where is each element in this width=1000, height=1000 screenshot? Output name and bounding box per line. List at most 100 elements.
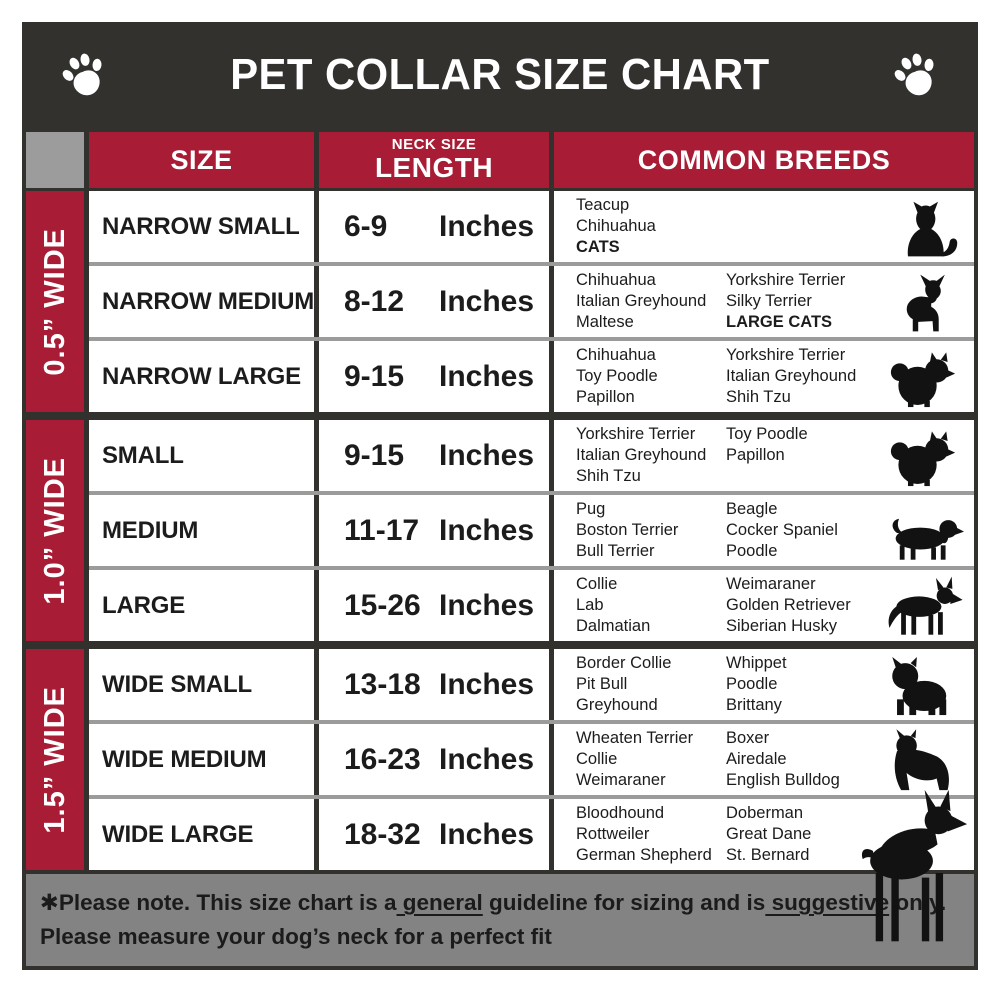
table-row: NARROW MEDIUM 8-12 Inches Chihuahua Itali… — [89, 262, 974, 337]
paw-print-icon — [888, 47, 944, 103]
size-cell: NARROW MEDIUM — [89, 266, 319, 337]
size-label: NARROW SMALL — [102, 212, 300, 240]
size-cell: WIDE LARGE — [89, 799, 319, 870]
table-header-row: SIZE NECK SIZE LENGTH COMMON BREEDS — [26, 132, 974, 188]
table-row: WIDE SMALL 13-18 Inches Border Collie Pit… — [89, 649, 974, 720]
column-header-breeds: COMMON BREEDS — [554, 132, 974, 188]
breeds-column-1: Collie Lab Dalmatian — [576, 575, 651, 635]
breeds-cell: Collie Lab Dalmatian Weimaraner Golden R… — [554, 570, 974, 641]
unit-label: Inches — [439, 209, 535, 243]
length-label: LENGTH — [374, 152, 494, 184]
breeds-column-2: Boxer Airedale English Bulldog — [726, 729, 840, 789]
neck-range: 6-9 — [344, 209, 388, 243]
bulldog-icon — [872, 654, 974, 716]
size-chart-sheet: PET COLLAR SIZE CHART SIZE NECK SIZE LEN… — [22, 22, 978, 970]
length-cell: 11-17 Inches — [319, 495, 554, 566]
size-label: WIDE SMALL — [102, 670, 252, 698]
length-cell: 15-26 Inches — [319, 570, 554, 641]
note-line-2: Please measure your dog’s neck for a per… — [40, 924, 552, 949]
neck-range: 16-23 — [344, 742, 421, 776]
width-rail-1-5: 1.5” WIDE — [26, 649, 84, 870]
size-table: SIZE NECK SIZE LENGTH COMMON BREEDS 0.5”… — [22, 128, 978, 970]
doberman-icon — [848, 788, 968, 958]
neck-range: 11-17 — [344, 513, 420, 547]
unit-label: Inches — [439, 667, 535, 701]
breeds-column-2: Weimaraner Golden Retriever Siberian Hus… — [726, 575, 851, 635]
neck-range: 13-18 — [344, 667, 421, 701]
breeds-cell: Teacup Chihuahua CATS — [554, 191, 974, 262]
breeds-column-1: Chihuahua Italian Greyhound Maltese — [576, 271, 707, 331]
unit-label: Inches — [439, 742, 535, 776]
breeds-cell: Yorkshire Terrier Italian Greyhound Shih… — [554, 420, 974, 491]
breeds-cell: Bloodhound Rottweiler German Shepherd Do… — [554, 799, 974, 870]
size-label: MEDIUM — [102, 516, 199, 544]
unit-label: Inches — [439, 284, 535, 318]
column-header-size: SIZE — [89, 132, 314, 188]
pitbull-icon — [872, 729, 974, 791]
neck-range: 15-26 — [344, 588, 421, 622]
breeds-cell: Chihuahua Italian Greyhound Maltese York… — [554, 266, 974, 337]
breeds-column-1: Wheaten Terrier Collie Weimaraner — [576, 729, 694, 789]
width-rail-label: 1.5” WIDE — [38, 685, 71, 834]
breeds-column-1: Bloodhound Rottweiler German Shepherd — [576, 804, 712, 864]
note-line-1: ✱Please note. This size chart is a gener… — [40, 890, 947, 915]
neck-range: 9-15 — [344, 438, 405, 472]
length-cell: 9-15 Inches — [319, 420, 554, 491]
breeds-cell: Pug Boston Terrier Bull Terrier Beagle C… — [554, 495, 974, 566]
header-corner-cell — [26, 132, 84, 188]
width-group-0-5: 0.5” WIDE NARROW SMALL 6-9 Inches Teacup … — [26, 191, 974, 412]
breeds-column-2: Whippet Poodle Brittany — [726, 654, 787, 714]
chihuahua-icon — [872, 271, 974, 333]
breeds-column-2: Yorkshire Terrier Italian Greyhound Shih… — [726, 346, 857, 406]
size-cell: LARGE — [89, 570, 319, 641]
size-cell: NARROW LARGE — [89, 341, 319, 412]
breeds-column-1: Yorkshire Terrier Italian Greyhound Shih… — [576, 425, 707, 485]
table-row: NARROW SMALL 6-9 Inches Teacup Chihuahua … — [89, 191, 974, 262]
unit-label: Inches — [439, 588, 535, 622]
breeds-column-1: Chihuahua Toy Poodle Papillon — [576, 346, 658, 406]
length-cell: 16-23 Inches — [319, 724, 554, 795]
size-cell: SMALL — [89, 420, 319, 491]
breeds-column-2: Yorkshire Terrier Silky Terrier LARGE CA… — [726, 271, 846, 331]
shepherd-icon — [872, 575, 974, 637]
paw-print-icon — [56, 47, 112, 103]
underlined-word: general — [396, 890, 483, 915]
neck-range: 8-12 — [344, 284, 405, 318]
dachshund-icon — [872, 500, 974, 562]
length-cell: 18-32 Inches — [319, 799, 554, 870]
length-cell: 6-9 Inches — [319, 191, 554, 262]
size-label: WIDE LARGE — [102, 820, 254, 848]
breeds-column-2: Toy Poodle Papillon — [726, 425, 808, 464]
pomeranian-icon — [872, 346, 974, 408]
breeds-cell: Chihuahua Toy Poodle Papillon Yorkshire … — [554, 341, 974, 412]
size-label: NARROW LARGE — [102, 362, 301, 390]
size-label: LARGE — [102, 591, 186, 619]
length-cell: 13-18 Inches — [319, 649, 554, 720]
length-cell: 9-15 Inches — [319, 341, 554, 412]
table-row: WIDE LARGE 18-32 Inches Bloodhound Rottwe… — [89, 795, 974, 870]
size-cell: MEDIUM — [89, 495, 319, 566]
table-row: SMALL 9-15 Inches Yorkshire Terrier Itali… — [89, 420, 974, 491]
pomeranian-icon — [872, 425, 974, 487]
breeds-column-2: Beagle Cocker Spaniel Poodle — [726, 500, 838, 560]
unit-label: Inches — [439, 513, 535, 547]
neck-range: 18-32 — [344, 817, 421, 851]
breeds-column-1: Teacup Chihuahua CATS — [576, 196, 656, 256]
unit-label: Inches — [439, 359, 535, 393]
table-row: MEDIUM 11-17 Inches Pug Boston Terrier Bu… — [89, 491, 974, 566]
breeds-column-2: Doberman Great Dane St. Bernard — [726, 804, 812, 864]
width-rail-0-5: 0.5” WIDE — [26, 191, 84, 412]
breeds-cell: Wheaten Terrier Collie Weimaraner Boxer … — [554, 724, 974, 795]
page-title: PET COLLAR SIZE CHART — [230, 50, 770, 99]
table-row: NARROW LARGE 9-15 Inches Chihuahua Toy Po… — [89, 337, 974, 412]
footer-note: ✱Please note. This size chart is a gener… — [26, 874, 974, 966]
table-row: WIDE MEDIUM 16-23 Inches Wheaten Terrier … — [89, 720, 974, 795]
column-header-length: NECK SIZE LENGTH — [319, 132, 549, 188]
underlined-word: suggestive — [765, 890, 890, 915]
length-cell: 8-12 Inches — [319, 266, 554, 337]
table-row: LARGE 15-26 Inches Collie Lab Dalmatian W… — [89, 566, 974, 641]
neck-range: 9-15 — [344, 359, 405, 393]
breeds-column-1: Border Collie Pit Bull Greyhound — [576, 654, 672, 714]
size-cell: WIDE MEDIUM — [89, 724, 319, 795]
neck-size-label: NECK SIZE — [391, 136, 477, 154]
